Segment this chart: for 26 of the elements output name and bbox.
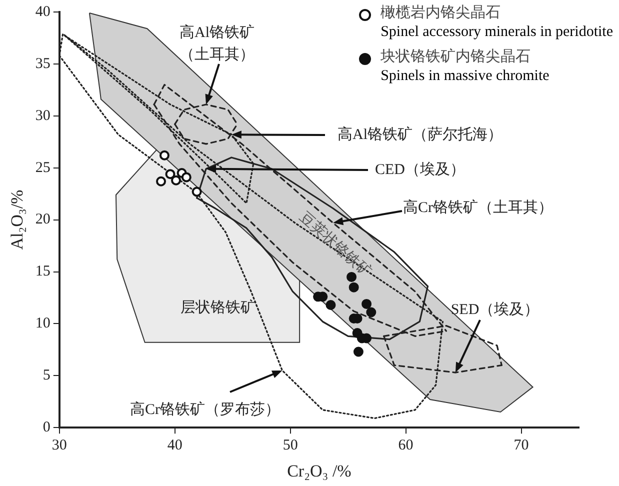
legend-label: 块状铬铁矿内铬尖晶石 Spinels in massive chromite <box>380 48 550 86</box>
legend-label: 橄榄岩内铬尖晶石 Spinel accessory minerals in peridotite <box>380 4 613 42</box>
annotation: 高Cr铬铁矿（罗布莎） <box>130 400 280 418</box>
y-tick-label: 35 <box>35 56 50 72</box>
annotation: 高Cr铬铁矿（土耳其） <box>403 198 553 216</box>
y-tick-label: 40 <box>35 4 50 20</box>
y-tick-label: 0 <box>42 420 50 436</box>
y-tick-label: 15 <box>35 264 50 280</box>
y-tick-label: 5 <box>42 368 50 384</box>
y-tick-label: 25 <box>35 160 50 176</box>
y-tick-label: 30 <box>35 108 50 124</box>
annotation: 层状铬铁矿 <box>180 298 256 316</box>
x-tick-label: 60 <box>398 438 414 454</box>
y-tick-label: 20 <box>35 212 50 228</box>
x-tick-label: 50 <box>282 438 298 454</box>
annotation: CED（埃及） <box>375 160 465 178</box>
annotation: 高Al铬铁矿（萨尔托海） <box>338 126 502 143</box>
annotation: SED（埃及） <box>450 300 540 318</box>
x-axis-title: Cr₂O₃ /% <box>287 461 352 480</box>
x-tick-label: 40 <box>167 438 182 454</box>
y-axis-title: Al₂O₃/% <box>8 190 27 250</box>
annotation: 豆荚状铬铁矿 <box>296 208 375 281</box>
annotation: （土耳其） <box>180 46 254 63</box>
x-tick-label: 70 <box>514 438 529 454</box>
annotation: 高Al铬铁矿 <box>180 24 254 41</box>
y-tick-label: 10 <box>35 316 50 332</box>
